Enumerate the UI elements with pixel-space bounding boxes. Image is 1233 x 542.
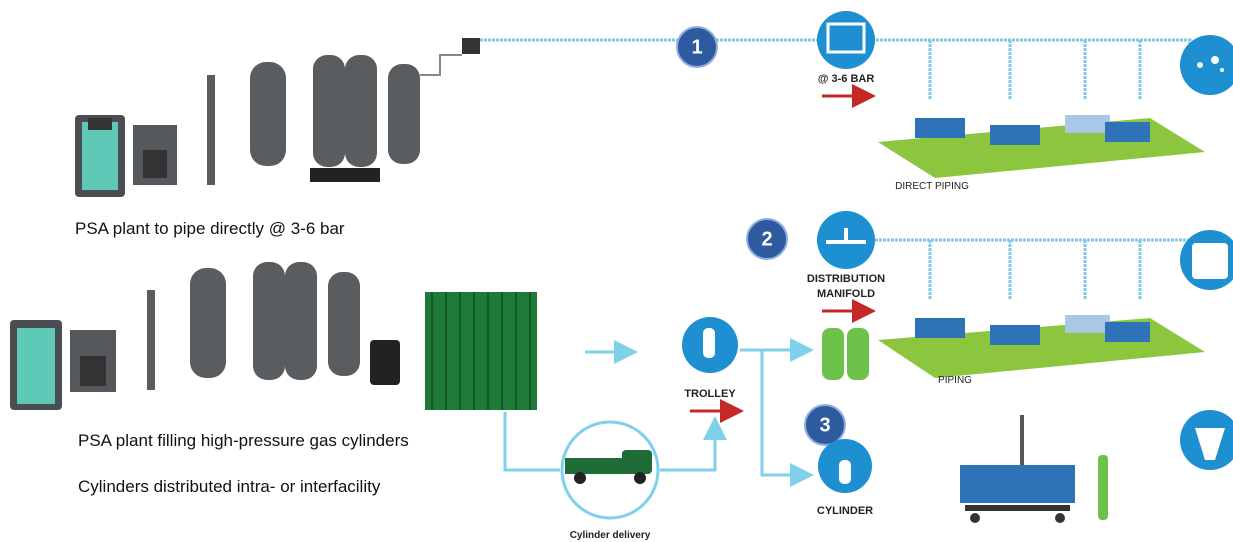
psa-plant-top-part	[345, 55, 377, 167]
ward-mid-part	[1065, 315, 1110, 333]
bubble-icon-part	[1220, 68, 1224, 72]
badge: 2	[747, 219, 787, 259]
manifold-cylinders	[822, 328, 869, 380]
truck-icon-part	[574, 472, 586, 484]
ward-mid-part	[915, 318, 965, 338]
psa-plant-top-part	[388, 64, 420, 164]
ward-mid-part	[1105, 322, 1150, 342]
psa-plant-top-part	[250, 62, 286, 166]
psa-plant-bottom-part	[147, 290, 155, 390]
psa-plant-top-part	[462, 38, 480, 54]
bubble-icon-part	[1197, 62, 1203, 68]
label: @ 3-6 BAR	[818, 73, 875, 85]
ward-top-part	[990, 125, 1040, 145]
ward-top-part	[1105, 122, 1150, 142]
psa-plant-bottom-part	[190, 268, 226, 378]
trolley-icon	[682, 317, 738, 373]
psa-plant-top	[75, 38, 480, 197]
psa-plant-bottom-part	[285, 262, 317, 380]
ward-top-part	[915, 118, 965, 138]
patient-bed-part	[965, 505, 1070, 511]
caption: Cylinders distributed intra- or interfac…	[78, 477, 381, 496]
flow	[660, 422, 715, 470]
pressure-icon-part	[817, 11, 875, 69]
trolley-icon-part	[703, 328, 715, 358]
ward-top	[878, 115, 1205, 178]
badge-part: 3	[819, 414, 830, 436]
patient-bed-part	[1020, 415, 1024, 465]
badge: 3	[805, 405, 845, 445]
bubble-icon-part	[1180, 35, 1233, 95]
flow	[762, 350, 808, 475]
label: Cylinder delivery	[570, 530, 651, 541]
ward-mid	[878, 315, 1205, 378]
label: DISTRIBUTION	[807, 273, 885, 285]
pressure-icon	[817, 11, 875, 69]
flow	[505, 412, 560, 470]
psa-plant-top-part	[88, 118, 112, 130]
psa-plant-top-part	[420, 55, 462, 75]
cylinder-icon-part	[839, 460, 851, 484]
label: TROLLEY	[684, 388, 736, 400]
psa-plant-top-part	[82, 122, 118, 190]
bubble-icon	[1180, 35, 1233, 95]
psa-plant-bottom	[10, 262, 537, 410]
ward-top-part	[1065, 115, 1110, 133]
label: PIPING	[938, 375, 972, 386]
label: CYLINDER	[817, 505, 873, 517]
psa-plant-bottom-part	[370, 340, 400, 385]
badge-part: 1	[691, 36, 702, 58]
psa-plant-top-part	[313, 55, 345, 167]
pipe	[875, 240, 1190, 300]
truck-icon-part	[634, 472, 646, 484]
psa-plant-bottom-part	[17, 328, 55, 404]
psa-plant-bottom-part	[425, 292, 537, 410]
psa-plant-bottom-part	[80, 356, 106, 386]
manifold-icon	[817, 211, 875, 269]
patient-bed-part	[970, 513, 980, 523]
diagram: PSA plant to pipe directly @ 3-6 bar 1 @…	[0, 0, 1233, 542]
patient-bed-part	[1055, 513, 1065, 523]
psa-plant-bottom-part	[328, 272, 360, 376]
mask-icon	[1180, 410, 1233, 470]
truck-icon	[562, 422, 658, 518]
psa-plant-top-part	[310, 168, 380, 182]
truck-icon-part	[565, 458, 625, 474]
bubble-icon-part	[1211, 56, 1219, 64]
monitor-icon-part	[1192, 243, 1228, 279]
manifold-cylinders-part	[822, 328, 844, 380]
manifold-cylinders-part	[847, 328, 869, 380]
drop-pipes	[930, 40, 1140, 100]
label: DIRECT PIPING	[895, 181, 969, 192]
patient-bed-part	[960, 465, 1075, 503]
psa-plant-top-part	[143, 150, 167, 178]
cylinder-icon	[818, 439, 872, 493]
patient-bed-part	[1098, 455, 1108, 520]
caption: PSA plant to pipe directly @ 3-6 bar	[75, 219, 345, 238]
patient-bed	[960, 415, 1108, 523]
caption: PSA plant filling high-pressure gas cyli…	[78, 431, 409, 450]
truck-icon-part	[622, 450, 652, 474]
psa-plant-top-part	[207, 75, 215, 185]
label: MANIFOLD	[817, 288, 875, 300]
badge: 1	[677, 27, 717, 67]
badge-part: 2	[761, 228, 772, 250]
psa-plant-bottom-part	[253, 262, 285, 380]
ward-mid-part	[990, 325, 1040, 345]
